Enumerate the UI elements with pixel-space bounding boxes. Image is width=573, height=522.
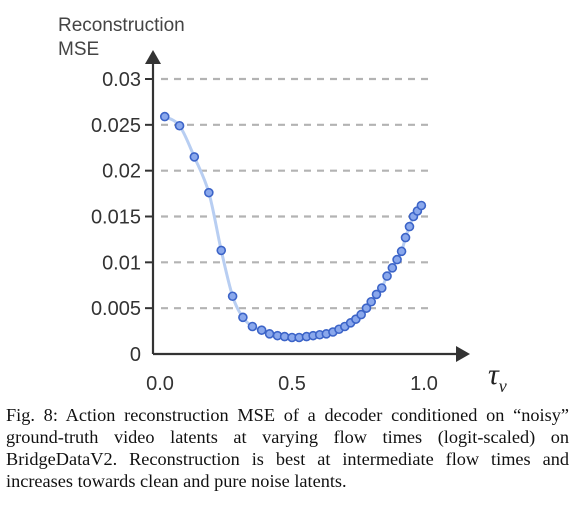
data-point xyxy=(396,246,407,257)
x-axis-arrow xyxy=(456,346,470,362)
data-point xyxy=(238,312,248,323)
data-markers xyxy=(159,111,427,343)
data-point xyxy=(366,296,377,307)
figure-caption: Fig. 8: Action reconstruction MSE of a d… xyxy=(6,405,569,491)
data-point xyxy=(189,152,200,162)
data-point xyxy=(416,200,427,211)
y-tick-label: 0.025 xyxy=(91,115,141,137)
grid-lines xyxy=(161,77,430,310)
y-tick-label: 0.01 xyxy=(102,252,141,274)
data-point xyxy=(174,120,185,131)
x-tick-label: 0.5 xyxy=(278,373,306,395)
data-point xyxy=(361,303,372,313)
data-point xyxy=(387,263,398,273)
x-axis-label-symbol: τ xyxy=(488,358,500,391)
data-point xyxy=(216,245,227,256)
mse-chart: 0 0.005 0.01 0.015 0.02 0.025 0.03 0.0 0.5 1.0 R… xyxy=(58,15,507,396)
series-trend-line xyxy=(163,115,423,340)
y-tick-label: 0 xyxy=(130,344,141,366)
y-axis-arrow xyxy=(145,50,161,64)
y-axis-label-line: Reconstruction xyxy=(58,15,185,36)
axes xyxy=(145,50,470,362)
data-point xyxy=(264,329,275,339)
x-tick-labels: 0.0 0.5 1.0 xyxy=(146,373,438,395)
data-point xyxy=(247,321,258,332)
data-point xyxy=(204,187,214,198)
data-point xyxy=(356,309,366,320)
trend-line-group xyxy=(163,115,423,340)
x-tick-label: 1.0 xyxy=(410,373,438,395)
data-point xyxy=(404,221,415,232)
data-point xyxy=(371,289,382,300)
x-axis-label: τv xyxy=(488,358,507,396)
x-axis-label-subscript: v xyxy=(499,376,507,396)
y-tick-label: 0.02 xyxy=(102,161,141,183)
data-point xyxy=(400,232,411,243)
y-tick-label: 0.005 xyxy=(91,298,141,320)
data-point xyxy=(159,111,170,122)
data-point xyxy=(392,254,402,265)
y-axis-label: Reconstruction MSE xyxy=(58,15,185,60)
data-point xyxy=(227,291,238,302)
x-tick-label: 0.0 xyxy=(146,373,174,395)
y-tick-labels: 0 0.005 0.01 0.015 0.02 0.025 0.03 xyxy=(91,69,153,366)
data-point xyxy=(256,325,267,335)
y-axis-label-line: MSE xyxy=(58,39,99,60)
y-tick-label: 0.03 xyxy=(102,69,141,91)
data-point xyxy=(382,271,392,281)
data-point xyxy=(376,283,387,293)
y-tick-label: 0.015 xyxy=(91,207,141,229)
